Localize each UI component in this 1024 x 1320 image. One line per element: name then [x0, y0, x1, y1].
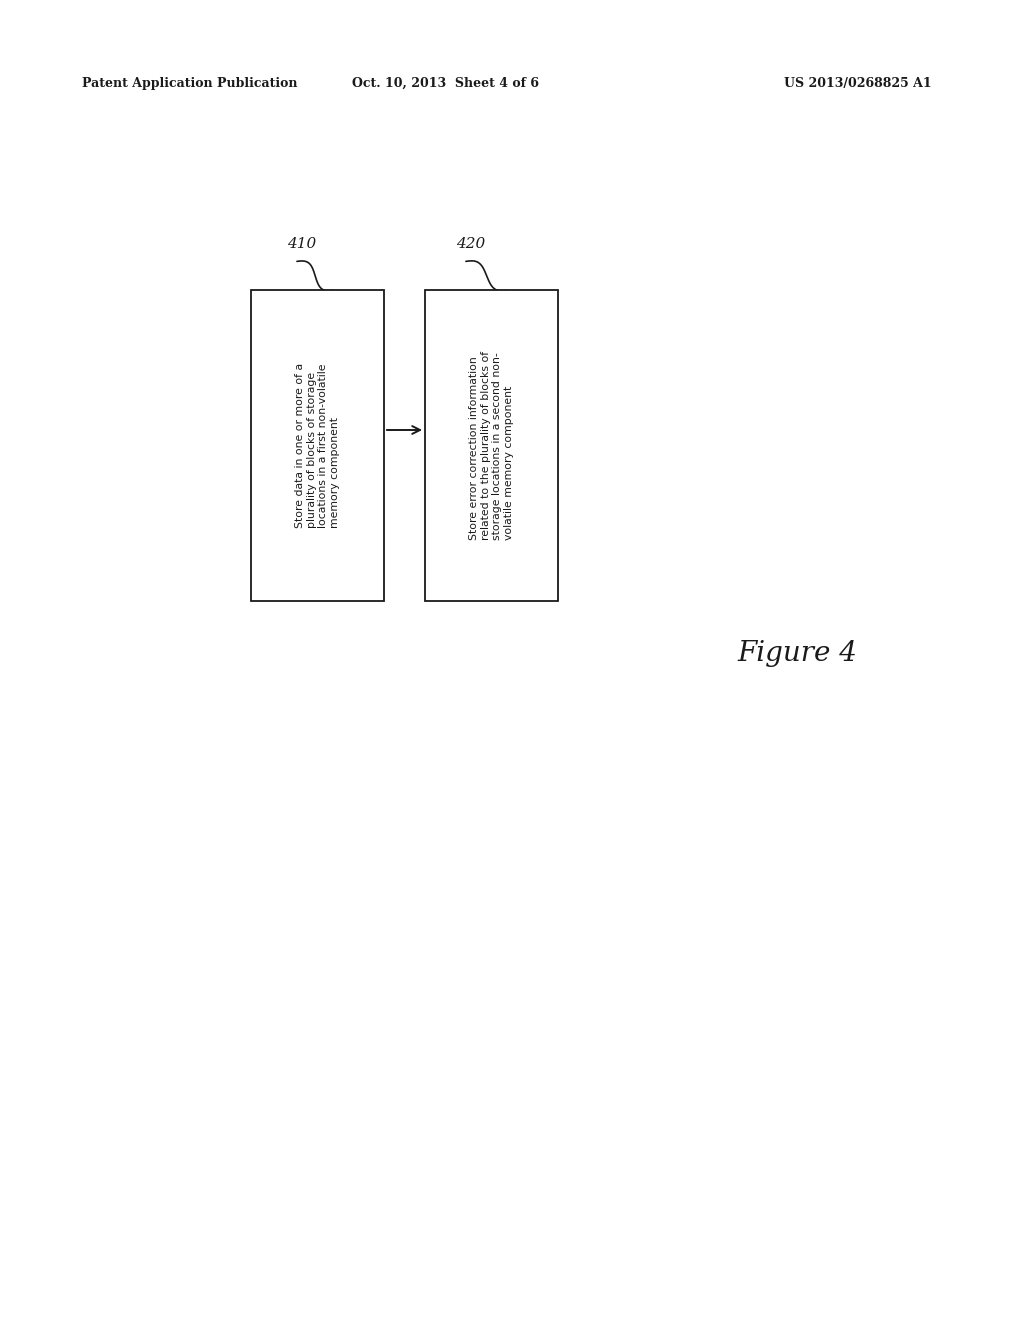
Text: US 2013/0268825 A1: US 2013/0268825 A1	[784, 77, 932, 90]
Text: 410: 410	[288, 236, 316, 251]
Text: Patent Application Publication: Patent Application Publication	[82, 77, 297, 90]
Text: Store error correction information
related to the plurality of blocks of
storage: Store error correction information relat…	[469, 351, 514, 540]
Text: 420: 420	[457, 236, 485, 251]
Text: Oct. 10, 2013  Sheet 4 of 6: Oct. 10, 2013 Sheet 4 of 6	[352, 77, 539, 90]
Text: Store data in one or more of a
plurality of blocks of storage
locations in a fir: Store data in one or more of a plurality…	[295, 363, 340, 528]
Bar	[425, 290, 558, 601]
Text: Figure 4: Figure 4	[737, 640, 857, 667]
Bar	[251, 290, 384, 601]
